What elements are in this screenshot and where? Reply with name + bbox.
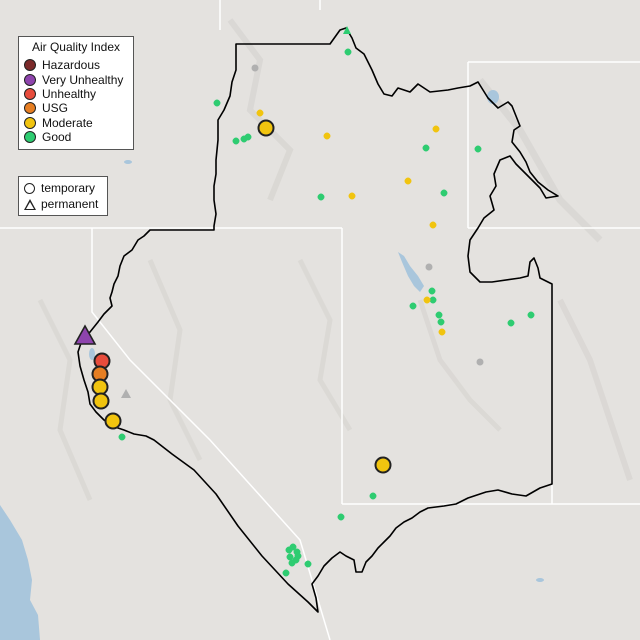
temporary-moderate-site — [91, 378, 109, 396]
moderate-sites — [256, 109, 446, 336]
lake-small-1 — [124, 160, 132, 164]
lake-small-2 — [536, 578, 544, 582]
moderate-site — [432, 125, 440, 133]
permanent-very-unhealthy-site — [73, 324, 97, 345]
good-swatch — [24, 131, 36, 143]
legend-item-permanent: permanent — [24, 197, 98, 211]
good-site — [429, 296, 437, 304]
legend-item-temporary: temporary — [24, 181, 95, 195]
legend-label: permanent — [41, 197, 99, 211]
legend-label: Hazardous — [42, 58, 101, 72]
good-site — [344, 48, 352, 56]
no-data-site — [476, 358, 484, 366]
temporary-moderate-site — [374, 456, 392, 474]
no-data-sites — [251, 64, 484, 366]
good-site — [118, 433, 126, 441]
monitor-type-legend: temporary permanent — [18, 176, 108, 216]
legend-label: Moderate — [42, 116, 93, 130]
legend-label: Good — [42, 130, 72, 144]
hazardous-swatch — [24, 59, 36, 71]
good-site — [244, 133, 252, 141]
good-site — [289, 543, 297, 551]
no-data-site — [425, 263, 433, 271]
moderate-site — [256, 109, 264, 117]
good-site — [286, 553, 294, 561]
good-site — [213, 99, 221, 107]
good-site — [440, 189, 448, 197]
permanent-no-data-site — [121, 389, 131, 398]
lake-tahoe — [89, 348, 95, 360]
moderate-site — [323, 132, 331, 140]
good-site — [409, 302, 417, 310]
temporary-moderate-site — [104, 412, 122, 430]
moderate-swatch — [24, 117, 36, 129]
good-site — [422, 144, 430, 152]
temporary-moderate-site — [92, 392, 110, 410]
good-site — [294, 552, 302, 560]
good-sites — [118, 48, 535, 577]
legend-label: Very Unhealthy — [42, 73, 124, 87]
good-site — [304, 560, 312, 568]
unhealthy-swatch — [24, 88, 36, 100]
temporary-sites — [91, 119, 392, 474]
great-salt-lake — [398, 252, 424, 292]
legend-item-usg: USG — [24, 101, 68, 115]
legend-label: USG — [42, 101, 69, 115]
good-site — [369, 492, 377, 500]
terrain-shading — [37, 18, 633, 501]
legend-item-unhealthy: Unhealthy — [24, 87, 96, 101]
legend-title: Air Quality Index — [31, 40, 121, 54]
good-site — [435, 311, 443, 319]
legend-item-very-unhealthy: Very Unhealthy — [24, 73, 123, 87]
good-site — [288, 559, 296, 567]
triangle-icon — [24, 198, 36, 210]
legend-label: temporary — [41, 181, 96, 195]
moderate-site — [429, 221, 437, 229]
moderate-site — [423, 296, 431, 304]
moderate-site — [348, 192, 356, 200]
moderate-site — [438, 328, 446, 336]
circle-icon — [24, 182, 35, 194]
very-unhealthy-swatch — [24, 74, 36, 86]
good-site — [428, 287, 436, 295]
no-data-site — [251, 64, 259, 72]
aqi-legend: Air Quality Index Hazardous Very Unhealt… — [18, 36, 134, 150]
temporary-moderate-site — [257, 119, 275, 137]
legend-item-good: Good — [24, 130, 71, 144]
good-site — [474, 145, 482, 153]
usg-swatch — [24, 102, 36, 114]
legend-item-moderate: Moderate — [24, 116, 93, 130]
good-site — [507, 319, 515, 327]
pacific-ocean — [0, 505, 40, 640]
good-site — [437, 318, 445, 326]
good-site — [282, 569, 290, 577]
legend-item-hazardous: Hazardous — [24, 58, 100, 72]
permanent-good-site — [343, 26, 351, 34]
legend-label: Unhealthy — [42, 87, 97, 101]
moderate-site — [404, 177, 412, 185]
good-site — [337, 513, 345, 521]
good-site — [232, 137, 240, 145]
good-site — [317, 193, 325, 201]
good-site — [527, 311, 535, 319]
region-outline — [77, 27, 559, 613]
